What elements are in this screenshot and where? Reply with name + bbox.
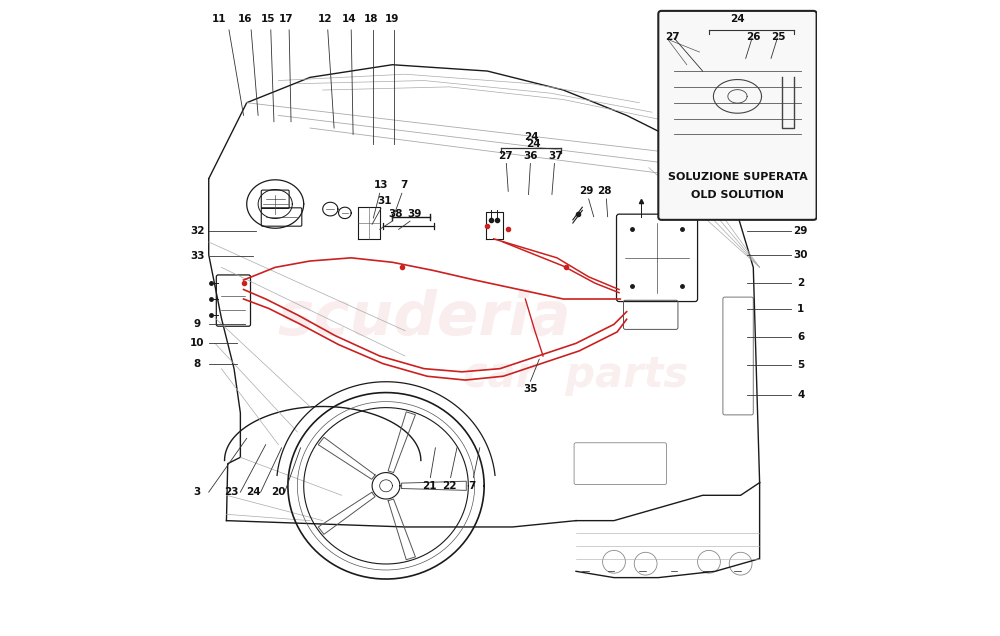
Text: 36: 36 xyxy=(523,151,538,161)
Text: 5: 5 xyxy=(797,361,804,371)
Text: 2: 2 xyxy=(797,278,804,288)
Text: 23: 23 xyxy=(224,487,238,497)
Text: 26: 26 xyxy=(746,32,761,42)
Text: 15: 15 xyxy=(260,14,275,24)
Text: 1: 1 xyxy=(797,303,804,314)
Text: 29: 29 xyxy=(794,226,808,235)
Text: 17: 17 xyxy=(279,14,294,24)
Text: 25: 25 xyxy=(771,32,786,42)
Text: 24: 24 xyxy=(246,487,260,497)
Text: 7: 7 xyxy=(468,481,475,491)
Text: 38: 38 xyxy=(388,209,403,219)
Text: 30: 30 xyxy=(794,250,808,259)
Text: 6: 6 xyxy=(797,332,804,342)
Text: 7: 7 xyxy=(400,180,407,190)
FancyBboxPatch shape xyxy=(658,11,817,220)
Text: 24: 24 xyxy=(730,14,745,24)
Text: 19: 19 xyxy=(385,14,400,24)
Text: 18: 18 xyxy=(364,14,379,24)
Text: car  parts: car parts xyxy=(463,354,689,396)
Text: 39: 39 xyxy=(407,209,422,219)
Text: 14: 14 xyxy=(342,14,357,24)
Text: 27: 27 xyxy=(498,151,512,161)
Text: 33: 33 xyxy=(190,251,205,261)
Text: 35: 35 xyxy=(523,384,538,394)
Text: 10: 10 xyxy=(190,338,205,349)
Text: 28: 28 xyxy=(597,186,612,197)
Text: 3: 3 xyxy=(194,487,201,497)
Text: 32: 32 xyxy=(190,226,205,235)
Text: 20: 20 xyxy=(271,487,286,497)
Text: 24: 24 xyxy=(524,132,538,142)
Text: 22: 22 xyxy=(442,481,457,491)
Text: SOLUZIONE SUPERATA: SOLUZIONE SUPERATA xyxy=(668,172,807,183)
Text: 31: 31 xyxy=(378,196,392,206)
Text: 16: 16 xyxy=(238,14,253,24)
Text: 27: 27 xyxy=(665,32,680,42)
Text: scuderia: scuderia xyxy=(277,289,571,347)
Text: 21: 21 xyxy=(422,481,436,491)
Text: 24: 24 xyxy=(526,139,541,149)
Text: 9: 9 xyxy=(194,319,201,329)
Text: 37: 37 xyxy=(548,151,563,161)
Text: 12: 12 xyxy=(317,14,332,24)
Text: 4: 4 xyxy=(797,391,804,400)
Text: 8: 8 xyxy=(194,359,201,369)
Text: OLD SOLUTION: OLD SOLUTION xyxy=(691,190,784,200)
Text: 29: 29 xyxy=(580,186,594,197)
Text: 11: 11 xyxy=(212,14,227,24)
Text: 13: 13 xyxy=(374,180,388,190)
